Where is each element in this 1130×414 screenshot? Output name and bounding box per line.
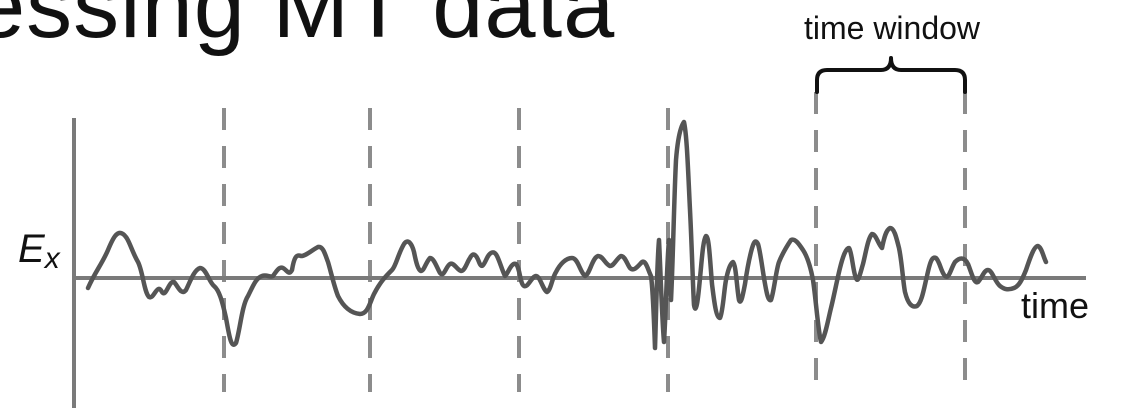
y-axis-label-main: E bbox=[18, 227, 46, 271]
time-window-label: time window bbox=[804, 10, 981, 46]
y-axis-label-subscript: x bbox=[43, 242, 61, 275]
y-axis-label: Ex bbox=[18, 227, 61, 275]
signal-trace bbox=[85, 119, 1049, 351]
window-dividers bbox=[222, 92, 967, 392]
x-axis-label: time bbox=[1021, 285, 1089, 326]
time-window-brace bbox=[815, 56, 967, 94]
page-title: essing MT data bbox=[0, 0, 616, 57]
